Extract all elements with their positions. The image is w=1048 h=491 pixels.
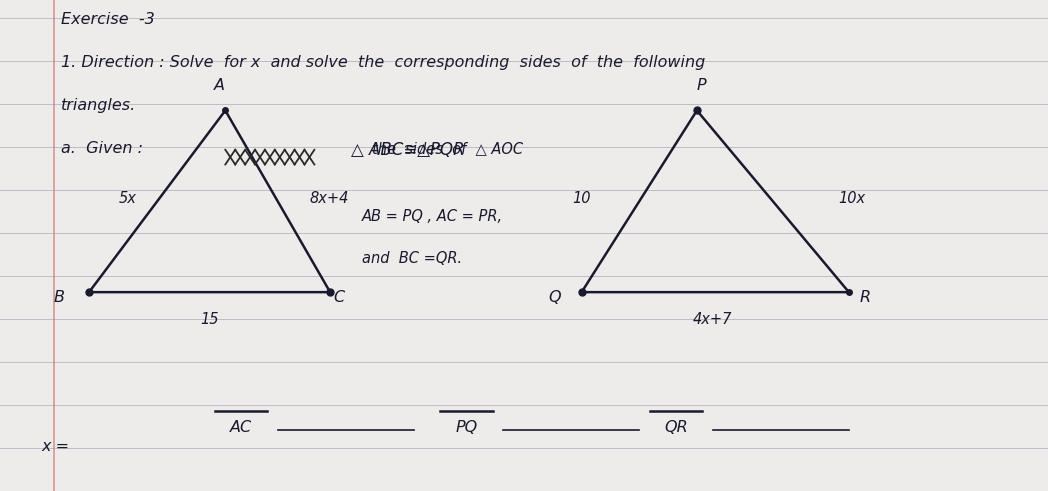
Text: PQ: PQ (455, 419, 478, 435)
Text: triangles.: triangles. (61, 98, 136, 113)
Text: x =: x = (42, 439, 70, 454)
Text: AB = PQ , AC = PR,: AB = PQ , AC = PR, (362, 209, 503, 224)
Text: 4x+7: 4x+7 (693, 312, 733, 327)
Text: R: R (859, 290, 871, 304)
Text: 1. Direction : Solve  for x  and solve  the  corresponding  sides  of  the  foll: 1. Direction : Solve for x and solve the… (61, 55, 705, 70)
Text: C: C (333, 290, 345, 304)
Text: △ ABC≅△PQR: △ ABC≅△PQR (351, 141, 464, 160)
Text: 15: 15 (200, 312, 219, 327)
Text: Q: Q (548, 290, 561, 304)
Text: and  BC =QR.: and BC =QR. (362, 251, 462, 267)
Text: 5x: 5x (118, 191, 136, 206)
Text: Exercise  -3: Exercise -3 (61, 12, 154, 27)
Text: the  sides  of  △ AOC: the sides of △ AOC (372, 141, 523, 157)
Text: P: P (697, 78, 706, 93)
Text: a.  Given :: a. Given : (61, 141, 153, 157)
Text: 10: 10 (572, 191, 591, 206)
Text: 8x+4: 8x+4 (309, 191, 349, 206)
Text: A: A (215, 78, 225, 93)
Text: 10x: 10x (838, 191, 866, 206)
Text: AC: AC (230, 419, 253, 435)
Text: B: B (54, 290, 65, 304)
Text: QR: QR (664, 419, 687, 435)
